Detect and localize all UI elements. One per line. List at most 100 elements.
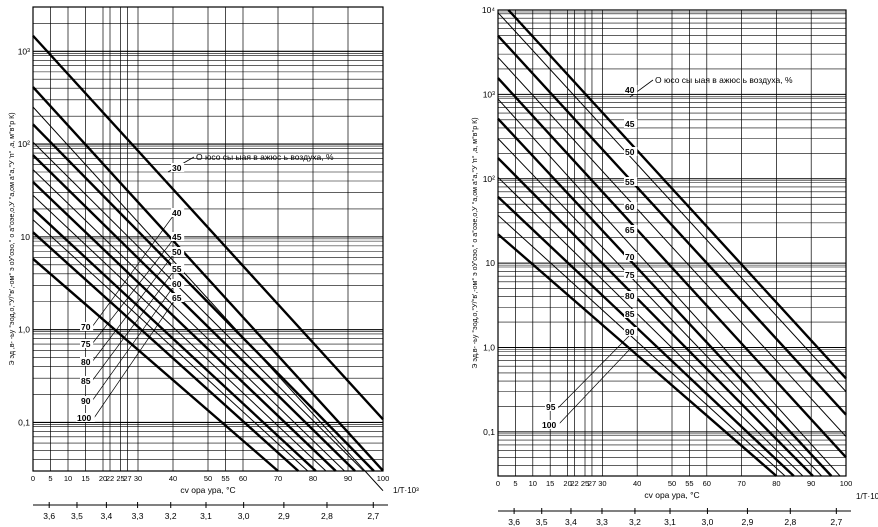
- curve-label-bg: [171, 163, 185, 172]
- inv-tick-label: 2,9: [278, 511, 290, 521]
- curve-label-rh-40: 40: [625, 85, 635, 95]
- x-tick-label: 22: [106, 474, 114, 483]
- inv-tick-label: 2,8: [321, 511, 333, 521]
- curve-label-rh-80: 80: [81, 357, 91, 367]
- curve-label-bg: [624, 147, 638, 156]
- y-tick-label: 10²: [18, 139, 30, 149]
- inv-tick-label: 3,5: [536, 517, 548, 527]
- x-tick-label: 100: [377, 474, 390, 483]
- y-tick-label: 10³: [483, 89, 495, 99]
- x-tick-label: 70: [737, 479, 745, 488]
- curve-label-leader: [91, 267, 177, 382]
- curve-label-rh-75: 75: [81, 339, 91, 349]
- inv-tick-label: 3,4: [100, 511, 112, 521]
- curve-label-bg: [171, 247, 185, 256]
- y-tick-label: 0,1: [483, 427, 495, 437]
- curve-label-leader: [557, 348, 631, 426]
- curve-label-rh-30: 30: [172, 163, 182, 173]
- inv-tick-label: 3,1: [664, 517, 676, 527]
- series-line-rh-70: [497, 117, 833, 477]
- x-tick-label: 15: [546, 479, 554, 488]
- curve-label-bg: [80, 322, 94, 331]
- y-tick-label: 0,1: [18, 417, 30, 427]
- x-tick-label: 55: [685, 479, 693, 488]
- x-axis-label: cv ора ура, °C: [644, 490, 699, 500]
- curve-label-bg: [171, 232, 185, 241]
- y-tick-label: 10³: [18, 46, 30, 56]
- x-tick-label: 10: [64, 474, 72, 483]
- x-tick-label: 90: [807, 479, 815, 488]
- curve-label-rh-85: 85: [81, 376, 91, 386]
- curve-label-rh-75: 75: [625, 270, 635, 280]
- inv-tick-label: 2,8: [784, 517, 796, 527]
- x-tick-label: 15: [81, 474, 89, 483]
- curve-label-bg: [171, 293, 185, 302]
- plot-frame: [497, 9, 847, 477]
- curve-label-rh-55: 55: [172, 264, 182, 274]
- series-line-rh-65: [497, 98, 841, 477]
- curve-label-leader: [91, 211, 177, 328]
- curve-label-bg: [624, 327, 638, 336]
- inv-tick-label: 3,6: [508, 517, 520, 527]
- x-tick-label: 27: [123, 474, 131, 483]
- series-line-rh-75: [32, 195, 327, 472]
- curve-label-rh-95: 95: [546, 402, 556, 412]
- x-tick-label: 20: [99, 474, 107, 483]
- series-line-rh-100: [497, 233, 778, 477]
- curve-label-leader: [91, 282, 177, 402]
- curve-label-rh-45: 45: [172, 232, 182, 242]
- inverse-temperature-axis: 3,6 3,5 3,4 3,3 3,2 3,1 3,0 2,9 2,8 2,7 1/T·10³: [498, 492, 878, 527]
- x-tick-label: 90: [344, 474, 352, 483]
- inv-tick-label: 3,0: [702, 517, 714, 527]
- curve-label-bg: [80, 357, 94, 366]
- inv-tick-label: 2,7: [367, 511, 379, 521]
- series-line-rh-70: [32, 181, 337, 472]
- series-line-rh-85: [32, 219, 309, 472]
- x-tick-label: 40: [633, 479, 641, 488]
- curve-label-leader: [91, 235, 177, 345]
- curve-label-bg: [624, 202, 638, 211]
- inv-tick-label: 2,7: [830, 517, 842, 527]
- inv-tick-label: 3,2: [165, 511, 177, 521]
- y-tick-label: 1,0: [18, 325, 30, 335]
- series-lines: [497, 9, 847, 477]
- series-line-rh-60: [497, 77, 847, 459]
- x-tick-label: 0: [31, 474, 35, 483]
- curve-label-rh-70: 70: [625, 252, 635, 262]
- series-line-rh-50: [32, 123, 375, 472]
- series-line-rh-65: [32, 169, 345, 472]
- y-axis-label: Э эд ,в- -ьу °эод,о,°У/°в',-ом° э оУ'оэо…: [8, 112, 16, 365]
- series-line-rh-100: [32, 257, 279, 472]
- curve-label-bg: [624, 177, 638, 186]
- series-line-rh-45: [497, 12, 847, 392]
- series-line-rh-30: [32, 34, 384, 421]
- series-line-rh-60: [32, 154, 356, 472]
- curve-label-bg: [624, 85, 638, 94]
- x-tick-label: 100: [840, 479, 853, 488]
- x-tick-label: 5: [48, 474, 52, 483]
- series-line-rh-50: [497, 34, 847, 416]
- series-line-rh-45: [32, 106, 384, 492]
- x-tick-label: 70: [274, 474, 282, 483]
- curve-label-bg: [80, 376, 94, 385]
- curve-label-bg: [80, 396, 94, 405]
- x-tick-label: 5: [513, 479, 517, 488]
- curve-label-rh-85: 85: [625, 309, 635, 319]
- x-tick-label: 80: [309, 474, 317, 483]
- x-tick-label: 30: [134, 474, 142, 483]
- x-tick-label: 22: [570, 479, 578, 488]
- curve-label-bg: [624, 309, 638, 318]
- x-tick-label: 40: [169, 474, 177, 483]
- series-lines: [32, 34, 384, 492]
- curve-label-rh-80: 80: [625, 291, 635, 301]
- curve-label-bg: [624, 119, 638, 128]
- inv-tick-label: 3,6: [43, 511, 55, 521]
- inverse-temperature-axis: 3,6 3,5 3,4 3,3 3,2 3,1 3,0 2,9 2,8 2,7 1/T·10³: [33, 486, 419, 521]
- series-line-rh-80: [497, 157, 814, 477]
- inv-tick-label: 3,1: [200, 511, 212, 521]
- plot-frame: [32, 6, 384, 472]
- curve-label-bg: [171, 208, 185, 217]
